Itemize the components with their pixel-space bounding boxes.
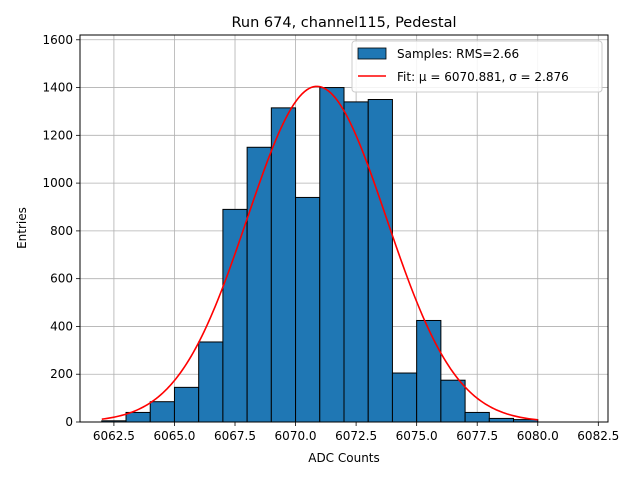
histogram-bars: [101, 87, 539, 423]
legend-label-histogram: Samples: RMS=2.66: [397, 47, 519, 61]
x-tick-label: 6072.5: [335, 429, 377, 443]
x-tick-label: 6062.5: [93, 429, 135, 443]
x-axis-ticks: 6062.5 6065.0 6067.5 6070.0 6072.5 6075.0 6077…: [93, 422, 619, 443]
histogram-bar: [173, 386, 200, 423]
histogram-bar: [319, 87, 345, 423]
x-tick-label: 6065.0: [153, 429, 195, 443]
x-axis-label: ADC Counts: [308, 451, 380, 465]
histogram-bar: [222, 208, 248, 423]
legend: Samples: RMS=2.66 Fit: μ = 6070.881, σ =…: [351, 40, 603, 93]
x-tick-label: 6077.5: [456, 429, 498, 443]
histogram-bar: [295, 196, 321, 423]
gaussian-fit-curve: [101, 85, 538, 421]
y-tick-label: 0: [65, 415, 73, 429]
x-tick-label: 6075.0: [396, 429, 438, 443]
y-tick-label: 1000: [42, 176, 73, 190]
legend-box: [351, 40, 603, 93]
y-tick-label: 400: [50, 319, 73, 333]
y-tick-label: 800: [50, 224, 73, 238]
chart-title: Run 674, channel115, Pedestal: [231, 15, 456, 31]
histogram-bar: [464, 411, 490, 423]
legend-swatch-histogram: [357, 47, 387, 60]
x-tick-label: 6080.0: [517, 429, 559, 443]
histogram-bar: [416, 319, 442, 423]
histogram-bar: [440, 379, 466, 423]
y-tick-label: 1600: [42, 33, 73, 47]
histogram-bar: [391, 372, 418, 423]
histogram-bar: [125, 411, 151, 423]
histogram-bar: [270, 107, 297, 423]
histogram-bar: [149, 401, 175, 423]
x-tick-label: 6067.5: [214, 429, 256, 443]
histogram-bar: [343, 101, 369, 423]
y-tick-label: 600: [50, 272, 73, 286]
x-tick-label: 6082.5: [577, 429, 619, 443]
y-axis-label: Entries: [15, 207, 29, 249]
x-tick-label: 6070.0: [275, 429, 317, 443]
histogram-bar: [488, 417, 515, 423]
histogram-bar: [367, 99, 393, 423]
y-tick-label: 1400: [42, 81, 73, 95]
legend-label-fit: Fit: μ = 6070.881, σ = 2.876: [397, 70, 569, 84]
y-tick-label: 1200: [42, 128, 73, 142]
histogram-bar: [198, 341, 224, 423]
histogram-bar: [246, 146, 272, 423]
y-axis-ticks: 0 200 400 600 800 1000 1200 1400 1600: [42, 33, 80, 429]
y-tick-label: 200: [50, 367, 73, 381]
plot-frame: [79, 34, 609, 423]
